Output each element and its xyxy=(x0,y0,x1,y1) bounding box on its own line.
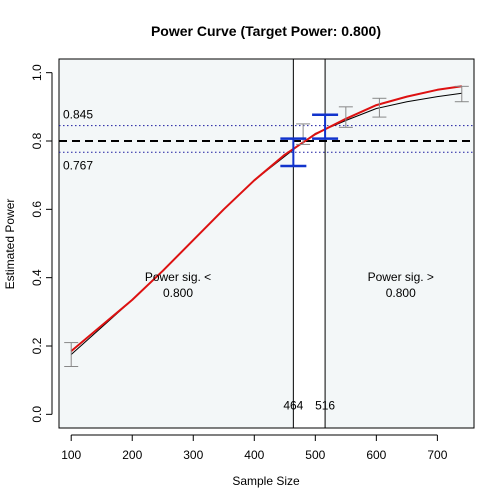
vertical-line-label-464: 464 xyxy=(283,398,303,412)
x-tick-label-300: 300 xyxy=(183,448,203,462)
chart-title: Power Curve (Target Power: 0.800) xyxy=(151,23,381,39)
interval-lower-label: 0.767 xyxy=(63,158,93,172)
x-tick-label-200: 200 xyxy=(122,448,142,462)
region-label-left-line1: Power sig. < xyxy=(145,270,211,284)
y-axis-label: Estimated Power xyxy=(3,199,17,290)
plot-frame xyxy=(58,58,475,429)
x-axis-label: Sample Size xyxy=(232,474,300,488)
y-tick-label-0.4: 0.4 xyxy=(30,269,44,286)
x-tick-label-400: 400 xyxy=(244,448,264,462)
y-tick-label-1.0: 1.0 xyxy=(30,64,44,81)
shaded-region-left xyxy=(59,59,294,428)
region-label-left-line2: 0.800 xyxy=(163,286,193,300)
y-tick-label-0.8: 0.8 xyxy=(30,132,44,149)
vertical-line-label-516: 516 xyxy=(315,398,335,412)
fitted-power-line xyxy=(70,85,462,352)
x-tick-label-500: 500 xyxy=(305,448,325,462)
interval-upper-label: 0.845 xyxy=(63,108,93,122)
x-tick-label-700: 700 xyxy=(427,448,447,462)
region-label-right-line2: 0.800 xyxy=(386,286,416,300)
plot-area: 100 200 300 400 500 600 700 0.0 0.2 0.4 0.6 0.8 1.0 0… xyxy=(30,58,475,462)
region-label-right-line1: Power sig. > xyxy=(368,270,434,284)
y-tick-label-0.0: 0.0 xyxy=(30,406,44,423)
shaded-region-right xyxy=(325,59,474,428)
y-tick-label-0.6: 0.6 xyxy=(30,201,44,218)
x-tick-label-100: 100 xyxy=(61,448,81,462)
x-tick-label-600: 600 xyxy=(366,448,386,462)
y-tick-label-0.2: 0.2 xyxy=(30,337,44,354)
